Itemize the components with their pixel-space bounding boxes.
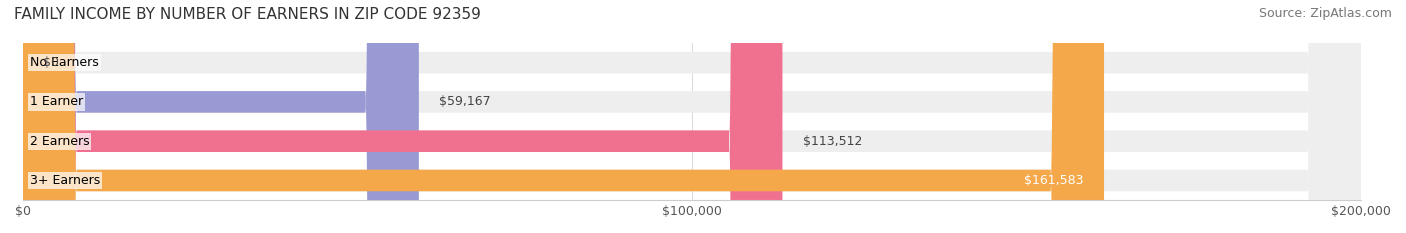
Text: $59,167: $59,167 — [439, 95, 491, 108]
FancyBboxPatch shape — [22, 0, 1361, 233]
Text: FAMILY INCOME BY NUMBER OF EARNERS IN ZIP CODE 92359: FAMILY INCOME BY NUMBER OF EARNERS IN ZI… — [14, 7, 481, 22]
Text: $113,512: $113,512 — [803, 135, 862, 148]
FancyBboxPatch shape — [22, 0, 37, 233]
Text: $0: $0 — [44, 56, 59, 69]
Text: $161,583: $161,583 — [1025, 174, 1084, 187]
FancyBboxPatch shape — [22, 0, 1361, 233]
FancyBboxPatch shape — [22, 0, 419, 233]
FancyBboxPatch shape — [22, 0, 782, 233]
FancyBboxPatch shape — [22, 0, 1361, 233]
Text: No Earners: No Earners — [30, 56, 98, 69]
FancyBboxPatch shape — [22, 0, 1104, 233]
FancyBboxPatch shape — [22, 0, 1361, 233]
Text: Source: ZipAtlas.com: Source: ZipAtlas.com — [1258, 7, 1392, 20]
Text: 1 Earner: 1 Earner — [30, 95, 83, 108]
Text: 3+ Earners: 3+ Earners — [30, 174, 100, 187]
Text: 2 Earners: 2 Earners — [30, 135, 90, 148]
